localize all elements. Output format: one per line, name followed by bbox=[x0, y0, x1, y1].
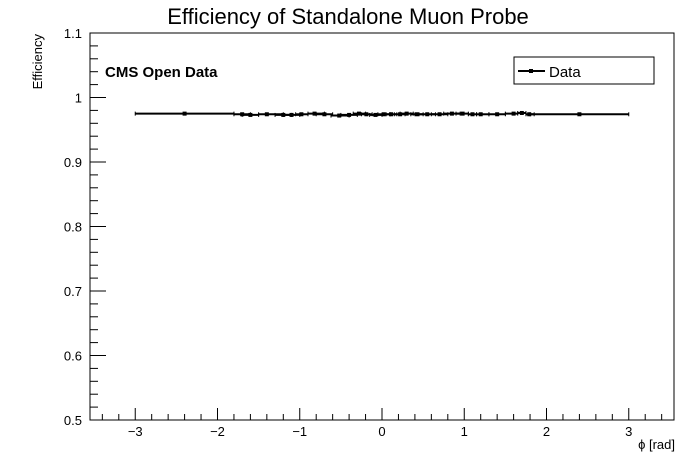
x-tick-label: −2 bbox=[210, 424, 225, 439]
point-marker bbox=[437, 112, 442, 117]
axis-ticks bbox=[90, 32, 663, 421]
x-tick-label: 1 bbox=[461, 424, 468, 439]
y-tick-label: 0.7 bbox=[64, 284, 82, 299]
point-marker bbox=[511, 111, 516, 116]
legend-point-marker bbox=[529, 69, 533, 73]
y-tick-label: 0.9 bbox=[64, 155, 82, 170]
point-marker bbox=[356, 111, 361, 116]
x-tick-labels: −3 −2 −1 0 1 2 3 bbox=[128, 424, 633, 439]
point-marker bbox=[364, 112, 369, 117]
x-tick-label: 3 bbox=[625, 424, 632, 439]
y-axis-title: Efficiency bbox=[30, 34, 45, 90]
x-tick-label: −3 bbox=[128, 424, 143, 439]
x-axis-title: ϕ [rad] bbox=[638, 437, 675, 452]
point-marker bbox=[299, 112, 304, 117]
point-marker bbox=[264, 112, 269, 117]
x-tick-label: 0 bbox=[378, 424, 385, 439]
legend: Data bbox=[513, 56, 655, 85]
point-marker bbox=[449, 111, 454, 116]
point-marker bbox=[527, 112, 532, 117]
point-marker bbox=[182, 111, 187, 116]
y-tick-label: 0.8 bbox=[64, 220, 82, 235]
point-marker bbox=[478, 112, 483, 117]
data-point bbox=[315, 112, 334, 117]
point-marker bbox=[373, 112, 378, 117]
point-marker bbox=[381, 112, 386, 117]
point-marker bbox=[347, 112, 352, 117]
data-point bbox=[529, 112, 630, 117]
point-marker bbox=[337, 113, 342, 118]
x-tick-label: −1 bbox=[292, 424, 307, 439]
point-marker bbox=[312, 111, 317, 116]
y-tick-labels: 0.5 0.6 0.7 0.8 0.9 1 1.1 bbox=[64, 26, 82, 428]
point-marker bbox=[248, 112, 253, 117]
point-marker bbox=[322, 112, 327, 117]
x-tick-label: 2 bbox=[543, 424, 550, 439]
y-tick-label: 1.1 bbox=[64, 26, 82, 41]
point-marker bbox=[289, 112, 294, 117]
legend-entry-data: Data bbox=[549, 64, 581, 81]
point-marker bbox=[460, 111, 465, 116]
point-marker bbox=[470, 112, 475, 117]
point-marker bbox=[519, 110, 524, 115]
point-marker bbox=[389, 112, 394, 117]
point-marker bbox=[404, 111, 409, 116]
point-marker bbox=[425, 112, 430, 117]
y-tick-label: 0.5 bbox=[64, 413, 82, 428]
data-series bbox=[134, 110, 630, 118]
point-marker bbox=[414, 112, 419, 117]
point-marker bbox=[495, 112, 500, 117]
chart-title: Efficiency of Standalone Muon Probe bbox=[167, 4, 529, 29]
point-marker bbox=[577, 112, 582, 117]
y-tick-label: 1 bbox=[75, 91, 82, 106]
y-tick-label: 0.6 bbox=[64, 349, 82, 364]
cms-open-data-label: CMS Open Data bbox=[105, 64, 218, 81]
